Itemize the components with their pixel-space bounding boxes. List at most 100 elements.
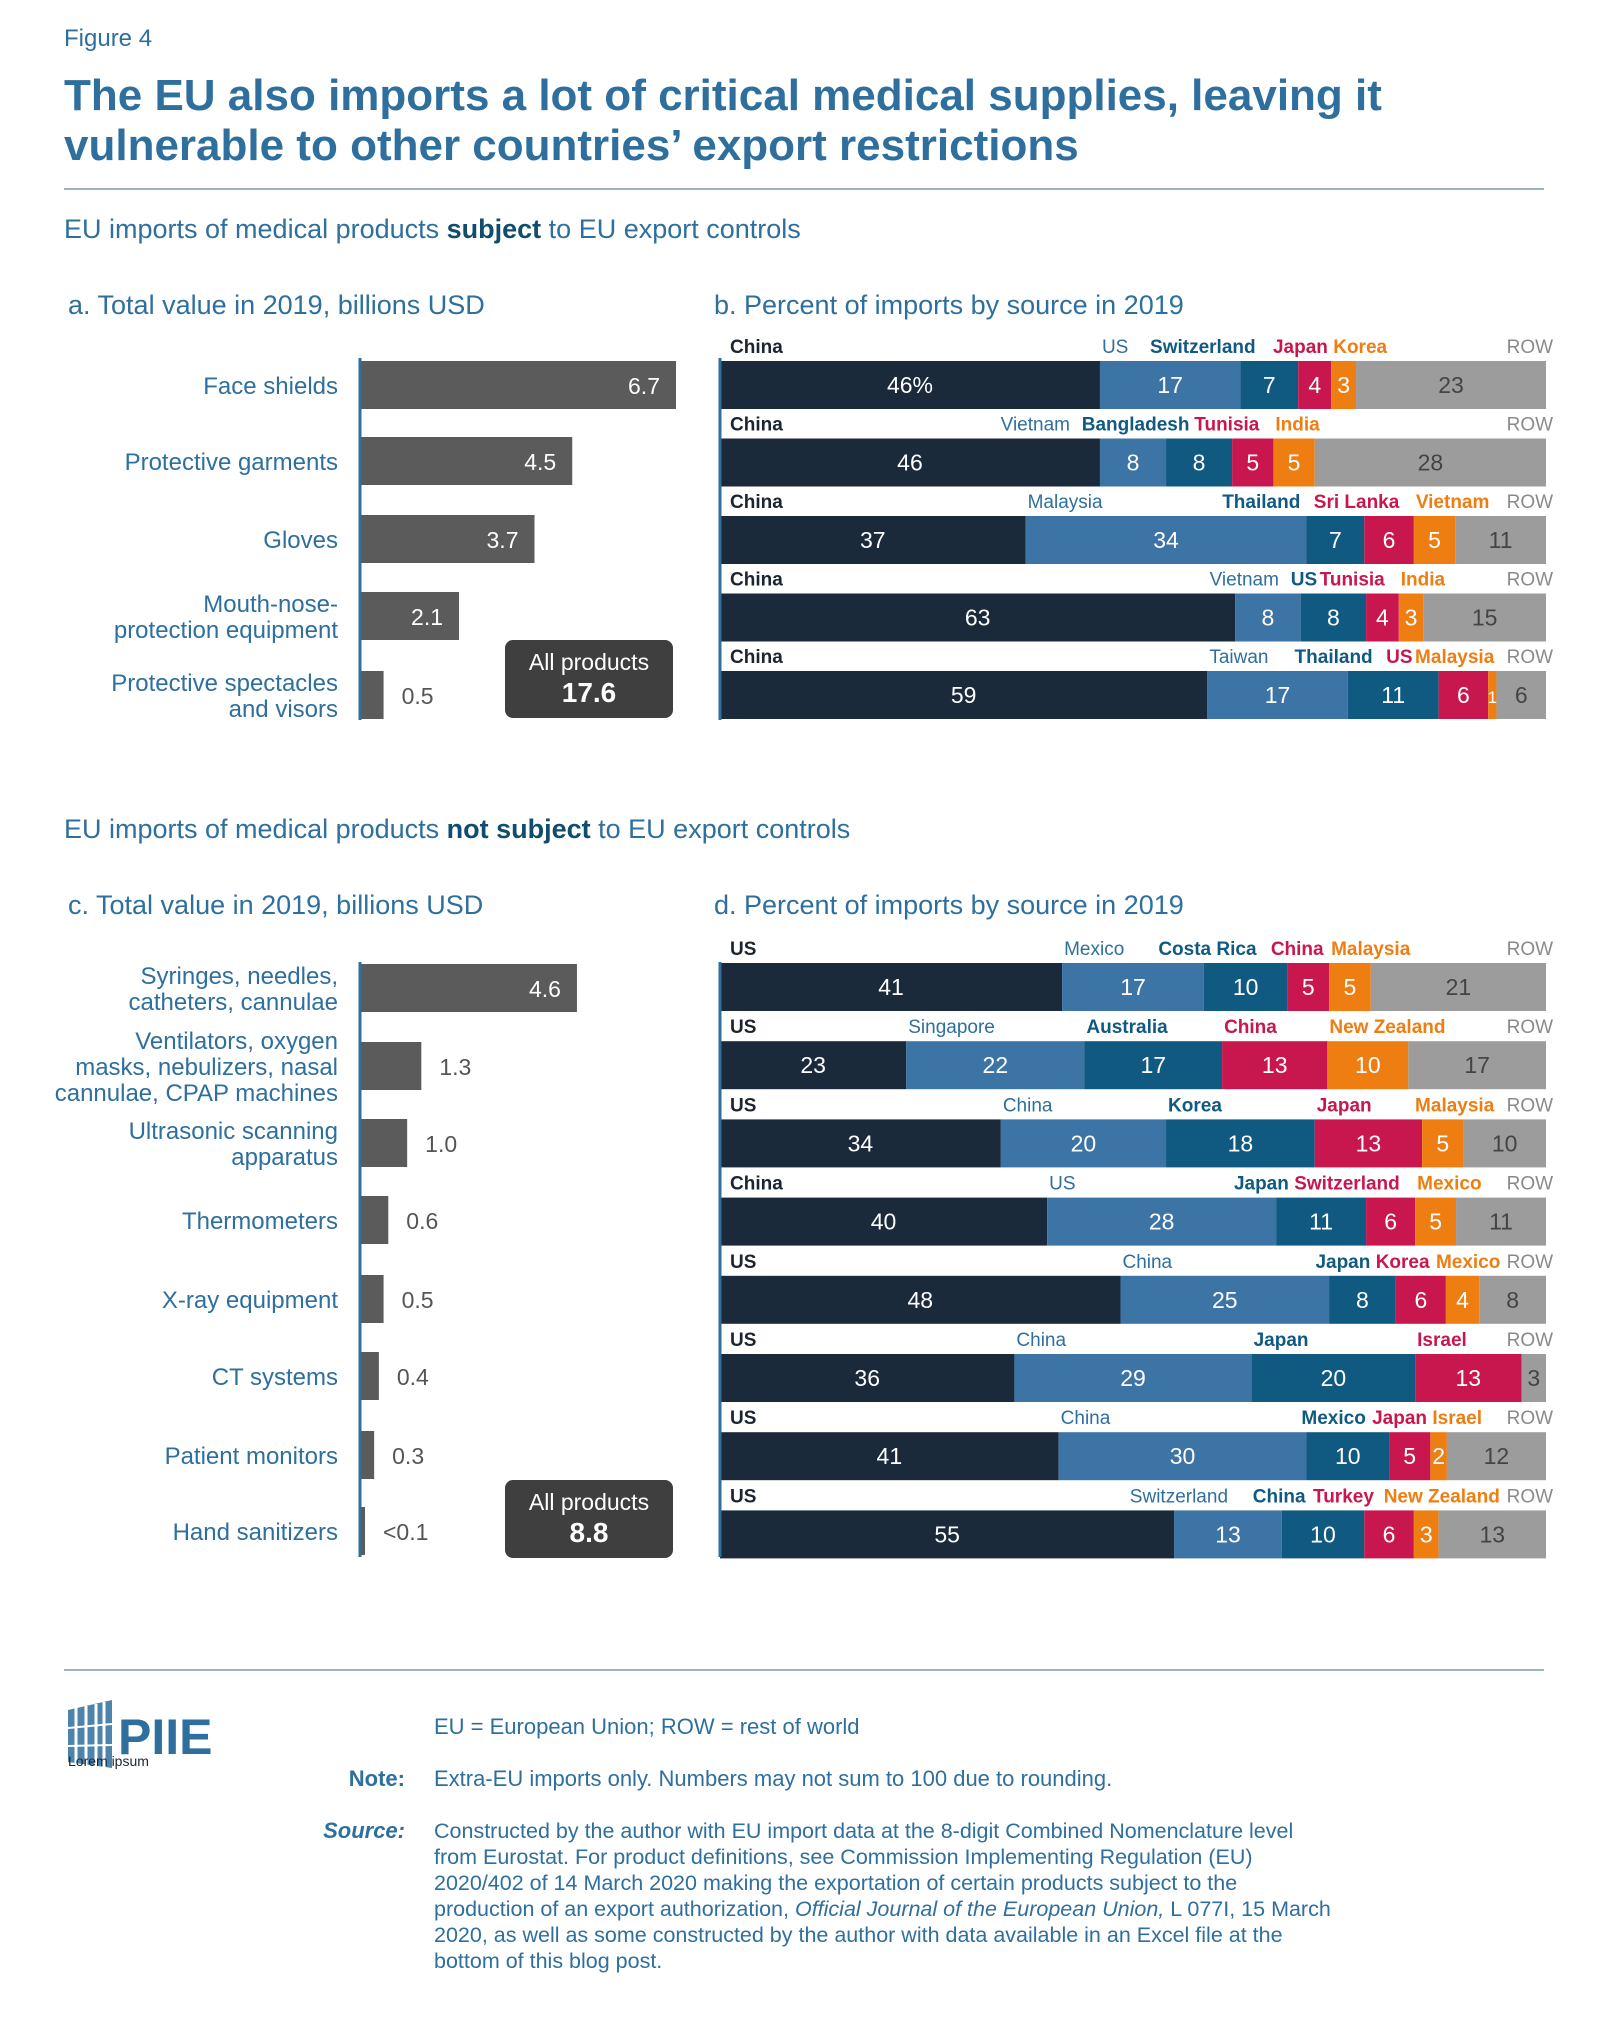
chart-b-row-1-value-label-6: 23	[1438, 372, 1464, 398]
chart-d-row-4-source-4: Switzerland	[1294, 1174, 1400, 1195]
chart-d-row-7-source-6: ROW	[1507, 1408, 1554, 1429]
chart-b-row-1-value-label-5: 3	[1337, 372, 1350, 398]
chart-b-title: b. Percent of imports by source in 2019	[714, 290, 1184, 320]
category-label-line: Protective garments	[125, 449, 338, 476]
section-1-heading-pre: EU imports of medical products	[64, 214, 447, 244]
chart-d-row-2-source-3: Australia	[1086, 1017, 1168, 1038]
figure-title-line-2: vulnerable to other countries’ export re…	[64, 121, 1079, 170]
figure-title-line-1: The EU also imports a lot of critical me…	[64, 71, 1382, 120]
note-label: Note:	[349, 1766, 405, 1791]
chart-d-row-8-segment-5	[1413, 1510, 1439, 1559]
chart-d-row-7-source-2: China	[1061, 1408, 1111, 1429]
chart-d-row-8-value-label-3: 10	[1310, 1521, 1336, 1547]
chart-d-row-7-segment-5	[1430, 1432, 1447, 1481]
chart-a-value-label-1: 6.7	[628, 373, 660, 399]
chart-a-total-label: All products	[529, 649, 649, 675]
category-label-line: Hand sanitizers	[173, 1519, 338, 1546]
chart-b-row-1-value-label-1: 46%	[887, 372, 933, 398]
chart-d-row-7-source-4: Japan	[1372, 1408, 1427, 1429]
chart-b-row-4-segment-6	[1423, 593, 1546, 642]
chart-d-row-7-source-1: US	[730, 1408, 756, 1429]
chart-c-value-label-5: 0.5	[402, 1287, 434, 1313]
chart-b-row-1-segment-5	[1331, 361, 1357, 409]
chart-d-row-1-segment-1	[720, 963, 1063, 1011]
source-journal-title: Official Journal of the European Union,	[795, 1897, 1164, 1921]
chart-b-row-5-source-3: Thailand	[1295, 647, 1373, 668]
figure-label: Figure 4	[64, 25, 152, 52]
chart-d-row-1-source-5: Malaysia	[1331, 939, 1411, 960]
chart-a-category-label-3: Gloves	[263, 527, 338, 554]
chart-d-row-4-segment-5	[1415, 1197, 1457, 1246]
category-label-line: masks, nebulizers, nasal	[75, 1054, 338, 1081]
chart-d-row-1-segment-3	[1203, 963, 1288, 1011]
chart-d-row-8-value-label-6: 13	[1480, 1521, 1506, 1547]
piie-logo-icon	[67, 1700, 113, 1768]
chart-c-category-label-1: Syringes, needles, catheters, cannulae	[129, 963, 338, 1016]
category-label-line: catheters, cannulae	[129, 989, 338, 1016]
chart-d-row-1-segment-4	[1287, 963, 1330, 1011]
chart-c-value-label-7: 0.3	[392, 1443, 424, 1469]
piie-logo: PIIE Lorem ipsum	[67, 1700, 212, 1769]
chart-c-category-label-8: Hand sanitizers	[173, 1519, 338, 1546]
chart-c-value-label-8: <0.1	[383, 1519, 428, 1545]
piie-logo-wordmark: PIIE	[118, 1709, 212, 1765]
chart-b-row-5-source-4: US	[1386, 647, 1412, 668]
chart-b-row-4-segment-5	[1398, 593, 1424, 642]
chart-d-row-4-segment-3	[1276, 1197, 1367, 1246]
chart-d-row-8-source-3: China	[1253, 1486, 1306, 1507]
chart-b-row-2-segment-2	[1099, 438, 1167, 487]
chart-b-row-5-value-label-2: 17	[1265, 682, 1291, 708]
category-label-line: Patient monitors	[165, 1443, 338, 1470]
chart-b-row-1-value-label-4: 4	[1308, 372, 1321, 398]
chart-b-row-2-source-6: ROW	[1507, 415, 1554, 436]
chart-b-row-5-segment-2	[1207, 671, 1348, 719]
source-line-1: Constructed by the author with EU import…	[434, 1819, 1293, 1843]
chart-c-value-label-3: 1.0	[425, 1131, 457, 1157]
chart-d-row-7-source-3: Mexico	[1301, 1408, 1365, 1429]
category-label-line: and visors	[229, 696, 338, 723]
chart-d-row-2-source-2: Singapore	[908, 1017, 995, 1038]
chart-b-row-2-segment-4	[1232, 438, 1274, 487]
source-label: Source:	[323, 1818, 405, 1843]
source-text: Constructed by the author with EU import…	[434, 1819, 1331, 1973]
chart-b-row-5-segment-5	[1488, 671, 1497, 719]
chart-d-row-3-source-3: Korea	[1168, 1095, 1222, 1116]
chart-d-row-8-source-1: US	[730, 1486, 756, 1507]
chart-d-row-2-value-label-4: 13	[1262, 1052, 1288, 1078]
chart-d-row-2-source-6: ROW	[1507, 1017, 1554, 1038]
chart-d-row-1-value-label-4: 5	[1302, 974, 1315, 1000]
chart-b-row-2-value-label-4: 5	[1246, 450, 1259, 476]
chart-b-row-3-segment-2	[1025, 516, 1307, 564]
chart-d-row-8-segment-4	[1364, 1510, 1414, 1559]
chart-d-row-2-value-label-5: 10	[1355, 1052, 1381, 1078]
chart-d-row-5-value-label-4: 6	[1414, 1287, 1427, 1313]
chart-d-row-1-source-2: Mexico	[1064, 939, 1124, 960]
chart-b-row-4-segment-1	[720, 593, 1236, 642]
chart-d-row-2-value-label-2: 22	[983, 1052, 1009, 1078]
chart-d-row-7-value-label-4: 5	[1403, 1443, 1416, 1469]
chart-d-row-5-segment-1	[720, 1275, 1121, 1324]
chart-b-row-5-segment-1	[720, 671, 1208, 719]
chart-d-row-4-segment-2	[1047, 1197, 1277, 1246]
chart-b-row-1-value-label-2: 17	[1157, 372, 1183, 398]
category-label-line: X-ray equipment	[162, 1287, 338, 1314]
chart-d-row-1-source-1: US	[730, 939, 756, 960]
section-2-heading-pre: EU imports of medical products	[64, 814, 447, 844]
chart-b-row-3-value-label-5: 5	[1428, 527, 1441, 553]
chart-b-row-3-source-5: Vietnam	[1416, 492, 1490, 513]
chart-d-row-5-value-label-2: 25	[1212, 1287, 1238, 1313]
chart-d-row-3-value-label-2: 20	[1071, 1130, 1097, 1156]
chart-b-row-2-value-label-6: 28	[1418, 450, 1444, 476]
chart-b-row-1-source-1: China	[730, 337, 783, 358]
chart-b-row-2-value-label-2: 8	[1127, 450, 1140, 476]
chart-b-row-5-segment-6	[1496, 671, 1546, 719]
chart-d-row-7-segment-3	[1306, 1432, 1390, 1481]
category-label-line: Protective spectacles	[111, 670, 338, 697]
chart-d-row-4-value-label-5: 5	[1429, 1209, 1442, 1235]
chart-b-row-5-value-label-6: 6	[1515, 682, 1528, 708]
section-2-heading-bold: not subject	[447, 814, 591, 844]
chart-b-row-4-value-label-4: 4	[1376, 605, 1389, 631]
chart-b-row-4-source-2: Vietnam	[1210, 570, 1279, 591]
chart-d-row-6-source-3: Japan	[1254, 1330, 1309, 1351]
chart-d-row-2-segment-3	[1084, 1041, 1223, 1090]
